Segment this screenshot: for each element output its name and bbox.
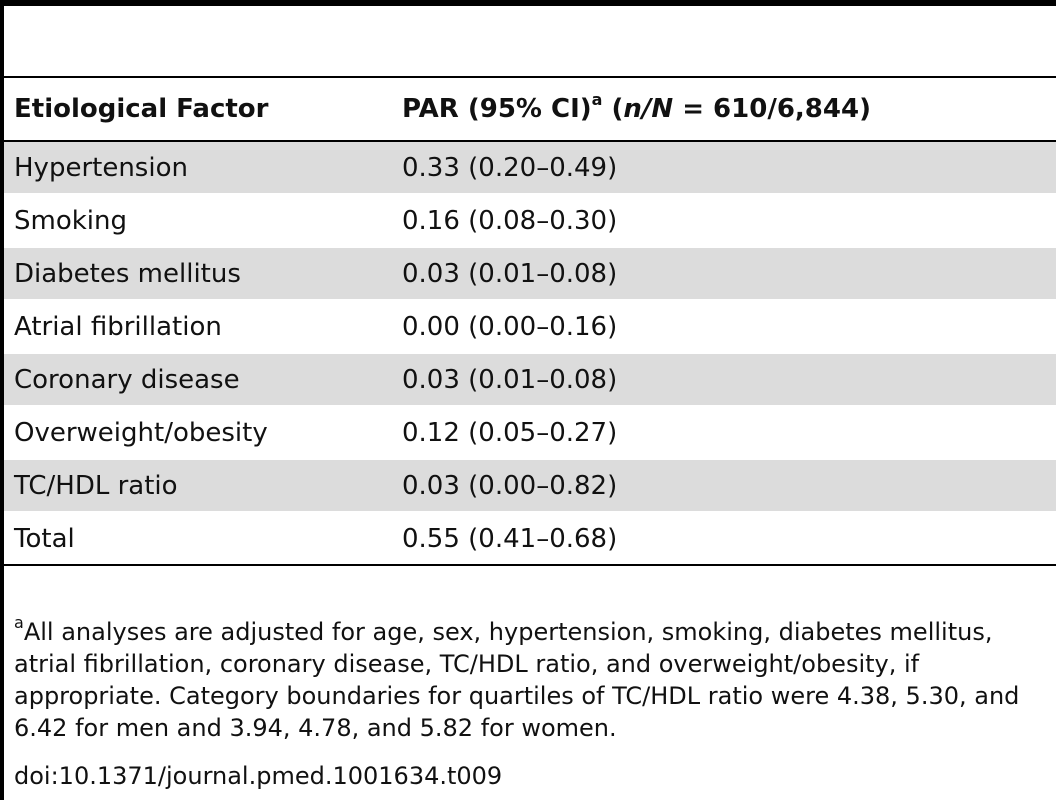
row-factor: Overweight/obesity [4, 406, 392, 460]
row-par: 0.00 (0.00–0.16) [392, 300, 1056, 354]
header-par-italic: n/N [623, 94, 674, 124]
table-row: Coronary disease 0.03 (0.01–0.08) [4, 353, 1056, 407]
row-factor: Hypertension [4, 141, 392, 195]
left-border-rule [0, 0, 4, 800]
header-par-prefix: PAR (95% CI) [402, 94, 592, 124]
table-footnote: aAll analyses are adjusted for age, sex,… [14, 613, 1056, 744]
table-row: TC/HDL ratio 0.03 (0.00–0.82) [4, 459, 1056, 513]
header-par-rest: = 610/6,844) [673, 94, 871, 124]
header-par: PAR (95% CI)a (n/N = 610/6,844) [392, 76, 1056, 142]
table-row: Smoking 0.16 (0.08–0.30) [4, 194, 1056, 248]
doi-link[interactable]: doi:10.1371/journal.pmed.1001634.t009 [14, 762, 503, 790]
header-par-open: ( [602, 94, 624, 124]
table-row: Overweight/obesity 0.12 (0.05–0.27) [4, 406, 1056, 460]
footnote-paragraph: aAll analyses are adjusted for age, sex,… [14, 613, 1056, 744]
table-header: Etiological Factor PAR (95% CI)a (n/N = … [4, 76, 1056, 142]
table-row: Diabetes mellitus 0.03 (0.01–0.08) [4, 247, 1056, 301]
row-par: 0.33 (0.20–0.49) [392, 141, 1056, 195]
par-table: Etiological Factor PAR (95% CI)a (n/N = … [4, 76, 1056, 566]
footnote-text: All analyses are adjusted for age, sex, … [14, 618, 1020, 742]
row-factor: Coronary disease [4, 353, 392, 407]
row-par: 0.12 (0.05–0.27) [392, 406, 1056, 460]
row-factor: Atrial fibrillation [4, 300, 392, 354]
header-etiological-factor: Etiological Factor [4, 76, 392, 142]
table-row: Atrial fibrillation 0.00 (0.00–0.16) [4, 300, 1056, 354]
row-par: 0.03 (0.01–0.08) [392, 247, 1056, 301]
header-row: Etiological Factor PAR (95% CI)a (n/N = … [4, 76, 1056, 142]
row-factor: Diabetes mellitus [4, 247, 392, 301]
row-factor: Total [4, 512, 392, 566]
table-row: Total 0.55 (0.41–0.68) [4, 512, 1056, 566]
table-body: Hypertension 0.33 (0.20–0.49) Smoking 0.… [4, 141, 1056, 566]
table-row: Hypertension 0.33 (0.20–0.49) [4, 141, 1056, 195]
row-par: 0.16 (0.08–0.30) [392, 194, 1056, 248]
row-factor: Smoking [4, 194, 392, 248]
row-factor: TC/HDL ratio [4, 459, 392, 513]
row-par: 0.03 (0.00–0.82) [392, 459, 1056, 513]
row-par: 0.03 (0.01–0.08) [392, 353, 1056, 407]
footnote-marker: a [14, 613, 24, 632]
header-par-footnote-marker: a [591, 90, 603, 109]
top-border-rule [0, 0, 1056, 6]
row-par: 0.55 (0.41–0.68) [392, 512, 1056, 566]
